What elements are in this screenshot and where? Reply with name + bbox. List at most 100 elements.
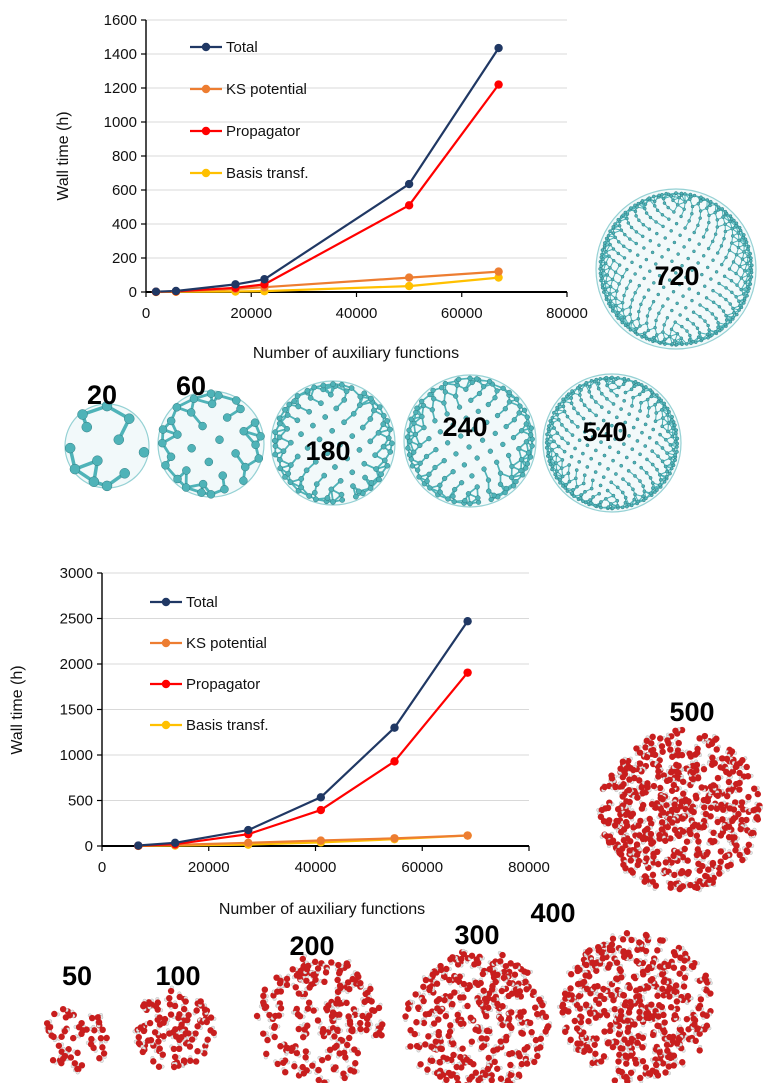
oxygen-atom [673,998,681,1005]
carbon-atom [474,376,480,382]
oxygen-atom [508,1009,515,1016]
carbon-atom [598,377,603,381]
oxygen-atom [161,1015,169,1023]
carbon-atom [511,483,517,489]
carbon-atom [721,215,725,219]
oxygen-atom [103,1034,110,1042]
carbon-atom [616,376,620,380]
oxygen-atom [605,1039,612,1046]
oxygen-atom [621,1036,628,1043]
oxygen-atom [292,984,299,991]
carbon-atom [646,414,650,418]
carbon-atom [276,456,283,463]
carbon-atom [479,437,486,443]
oxygen-atom [422,1011,430,1018]
oxygen-atom [344,979,352,986]
carbon-atom [631,425,636,430]
carbon-atom [674,428,679,433]
carbon-atom [616,316,620,320]
oxygen-atom [333,1000,340,1007]
data-point [390,834,399,843]
carbon-atom [721,309,726,313]
carbon-atom [594,400,598,404]
carbon-atom [616,385,621,390]
oxygen-atom [707,804,715,811]
carbon-atom [437,489,443,495]
oxygen-atom [697,996,705,1003]
data-point [316,805,326,815]
oxygen-atom [415,1004,422,1011]
carbon-atom [337,441,343,448]
carbon-atom [702,284,707,288]
oxygen-atom [674,747,682,754]
carbon-atom [625,216,629,221]
oxygen-atom [617,1008,625,1015]
oxygen-atom [304,1005,312,1012]
carbon-atom [692,249,696,254]
oxygen-atom [582,1001,590,1008]
carbon-atom [701,254,706,258]
carbon-atom [653,402,657,407]
carbon-atom [668,456,673,461]
oxygen-atom [459,1045,466,1052]
molecule-size-label: 240 [442,412,487,442]
carbon-atom [633,379,638,384]
carbon-atom [445,496,451,502]
carbon-atom [742,243,746,247]
carbon-atom [567,479,572,484]
carbon-atom [635,253,640,257]
oxygen-atom [450,1051,457,1059]
oxygen-atom [633,841,641,848]
legend-swatch-marker [161,720,171,730]
oxygen-atom [277,1043,284,1050]
oxygen-atom [477,979,484,987]
carbon-atom [476,390,483,397]
carbon-atom [637,309,641,314]
oxygen-atom [665,1063,672,1070]
carbon-atom [630,447,635,452]
oxygen-atom [598,806,606,814]
y-tick-label: 2000 [60,656,93,673]
carbon-atom [427,485,433,491]
carbon-atom [652,194,656,199]
carbon-atom [653,419,658,424]
carbon-atom [688,192,693,197]
oxygen-atom [498,987,506,995]
oxygen-atom [481,995,489,1003]
carbon-atom [614,303,618,308]
oxygen-atom [350,1068,358,1075]
carbon-atom [660,424,665,429]
oxygen-atom [586,1009,594,1016]
legend-label: Propagator [226,123,300,140]
carbon-atom [660,255,664,259]
oxygen-atom [609,946,616,954]
oxygen-atom [694,749,701,756]
carbon-atom [679,191,684,196]
x-tick-label: 80000 [546,305,588,322]
carbon-atom [272,443,279,449]
oxygen-atom [695,1004,702,1012]
carbon-atom [560,474,565,479]
carbon-atom [488,496,494,503]
oxygen-atom [523,1060,531,1067]
carbon-atom [474,484,480,490]
oxygen-atom [417,1061,424,1068]
carbon-atom [675,450,679,454]
oxygen-atom [420,997,427,1005]
oxygen-atom [282,1069,289,1076]
carbon-atom [506,389,512,396]
carbon-atom [652,281,656,285]
carbon-atom [558,477,562,482]
carbon-atom [189,394,199,404]
carbon-atom [380,443,387,450]
oxygen-atom [714,792,722,799]
carbon-atom [645,314,650,318]
carbon-atom [582,430,587,434]
carbon-atom [231,449,240,458]
carbon-atom [655,333,659,337]
carbon-atom [700,272,704,277]
oxygen-atom [346,1034,353,1042]
carbon-atom [669,194,674,198]
carbon-atom [634,326,638,331]
